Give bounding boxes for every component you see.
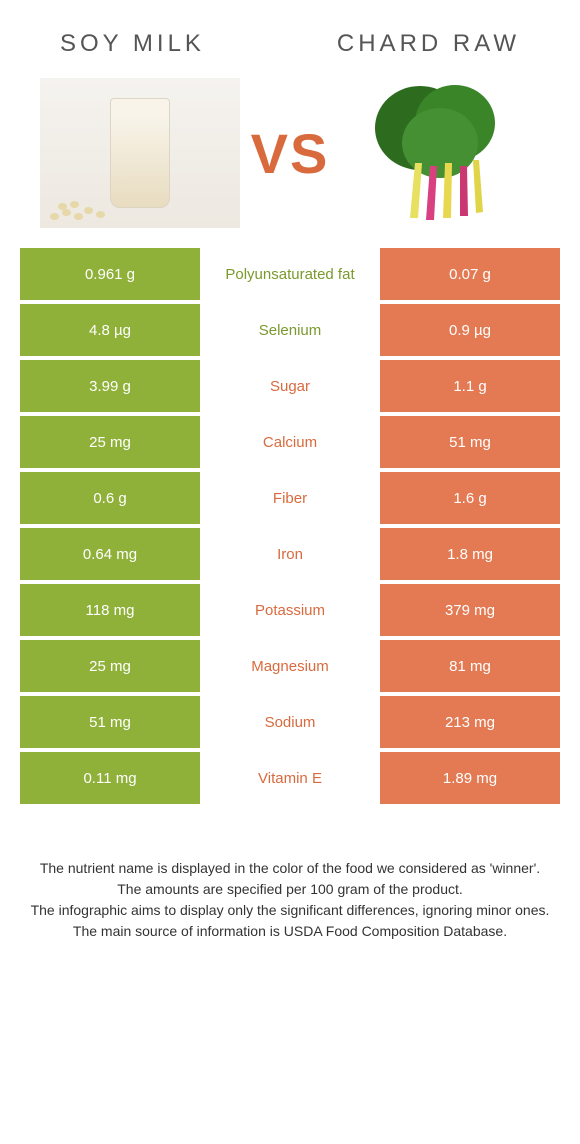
table-row: 4.8 µgSelenium0.9 µg [20, 304, 560, 356]
nutrient-label: Sugar [200, 360, 380, 412]
chard-image [340, 78, 540, 228]
left-value: 0.64 mg [20, 528, 200, 580]
left-value: 25 mg [20, 416, 200, 468]
vs-label: VS [251, 121, 330, 186]
right-value: 1.8 mg [380, 528, 560, 580]
table-row: 0.961 gPolyunsaturated fat0.07 g [20, 248, 560, 300]
right-value: 1.6 g [380, 472, 560, 524]
images-row: VS [0, 68, 580, 248]
table-row: 25 mgCalcium51 mg [20, 416, 560, 468]
footer-notes: The nutrient name is displayed in the co… [0, 808, 580, 962]
comparison-table: 0.961 gPolyunsaturated fat0.07 g4.8 µgSe… [0, 248, 580, 804]
left-value: 0.961 g [20, 248, 200, 300]
footer-line: The nutrient name is displayed in the co… [30, 858, 550, 879]
soymilk-image [40, 78, 240, 228]
footer-line: The infographic aims to display only the… [30, 900, 550, 921]
left-value: 25 mg [20, 640, 200, 692]
left-title: Soy Milk [60, 30, 205, 58]
nutrient-label: Iron [200, 528, 380, 580]
right-value: 1.1 g [380, 360, 560, 412]
table-row: 3.99 gSugar1.1 g [20, 360, 560, 412]
table-row: 118 mgPotassium379 mg [20, 584, 560, 636]
nutrient-label: Vitamin E [200, 752, 380, 804]
left-value: 118 mg [20, 584, 200, 636]
right-value: 379 mg [380, 584, 560, 636]
nutrient-label: Polyunsaturated fat [200, 248, 380, 300]
left-value: 51 mg [20, 696, 200, 748]
nutrient-label: Potassium [200, 584, 380, 636]
right-value: 213 mg [380, 696, 560, 748]
table-row: 0.64 mgIron1.8 mg [20, 528, 560, 580]
nutrient-label: Selenium [200, 304, 380, 356]
right-value: 51 mg [380, 416, 560, 468]
left-value: 0.6 g [20, 472, 200, 524]
footer-line: The amounts are specified per 100 gram o… [30, 879, 550, 900]
right-value: 0.07 g [380, 248, 560, 300]
left-value: 0.11 mg [20, 752, 200, 804]
right-value: 1.89 mg [380, 752, 560, 804]
table-row: 25 mgMagnesium81 mg [20, 640, 560, 692]
nutrient-label: Fiber [200, 472, 380, 524]
right-value: 81 mg [380, 640, 560, 692]
nutrient-label: Magnesium [200, 640, 380, 692]
left-value: 4.8 µg [20, 304, 200, 356]
table-row: 0.11 mgVitamin E1.89 mg [20, 752, 560, 804]
chard-icon [360, 78, 520, 228]
header: Soy Milk Chard Raw [0, 0, 580, 68]
footer-line: The main source of information is USDA F… [30, 921, 550, 942]
nutrient-label: Calcium [200, 416, 380, 468]
right-value: 0.9 µg [380, 304, 560, 356]
table-row: 0.6 gFiber1.6 g [20, 472, 560, 524]
left-value: 3.99 g [20, 360, 200, 412]
soybeans-icon [50, 190, 120, 220]
table-row: 51 mgSodium213 mg [20, 696, 560, 748]
nutrient-label: Sodium [200, 696, 380, 748]
right-title: Chard Raw [337, 30, 520, 58]
